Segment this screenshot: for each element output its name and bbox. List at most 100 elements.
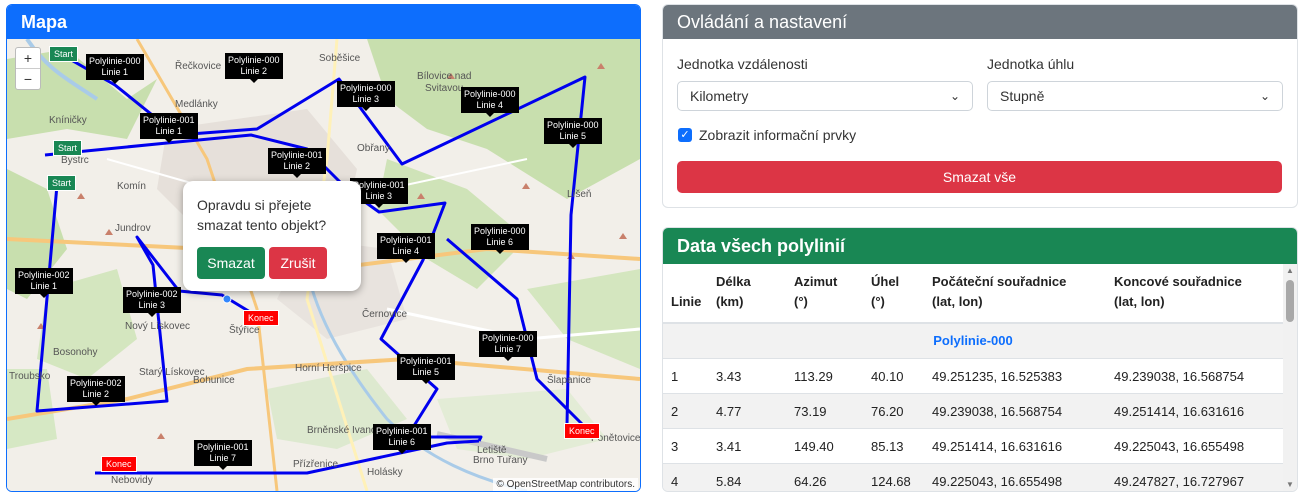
zoom-in-button[interactable]: + [16,48,40,69]
scroll-down-icon[interactable]: ▼ [1286,480,1294,489]
segment-label-name: Polylinie-000 [340,83,392,93]
segment-label[interactable]: Polylinie-001 Linie 5 [397,354,455,384]
segment-label[interactable]: Polylinie-002 Linie 1 [15,268,73,298]
col-angle: Úhel (°) [871,272,899,312]
cancel-delete-button[interactable]: Zrušit [269,247,327,279]
segment-label[interactable]: Polylinie-001 Linie 4 [377,233,435,263]
segment-label[interactable]: Polylinie-000 Linie 2 [225,53,283,83]
svg-text:Černovice: Černovice [362,307,407,320]
map-area[interactable]: Řečkovice Soběšice Bílovice nad Svitavou M… [7,39,640,491]
svg-text:Bohunice: Bohunice [193,375,235,386]
cell-angle: 40.10 [871,369,904,384]
svg-text:Ponětovice: Ponětovice [591,433,640,444]
col-line: Linie [671,294,702,309]
start-marker[interactable]: Start [53,140,83,156]
end-marker[interactable]: Konec [243,310,279,326]
table-row[interactable]: 1 3.43 113.29 40.10 49.251235, 16.525383… [663,359,1283,394]
col-azimuth-unit: (°) [794,294,808,309]
cell-end: 49.225043, 16.655498 [1114,439,1245,454]
svg-text:Soběšice: Soběšice [319,53,361,64]
table-row[interactable]: 3 3.41 149.40 85.13 49.251414, 16.631616… [663,429,1283,464]
group-row: Polylinie-000 [663,324,1283,359]
end-marker[interactable]: Konec [101,456,137,472]
map-attribution[interactable]: © OpenStreetMap contributors. [493,478,638,491]
col-angle-unit: (°) [871,294,885,309]
col-length: Délka (km) [716,272,751,312]
segment-label-line: Linie 1 [101,67,129,77]
map-title: Mapa [7,5,640,39]
cell-line: 3 [671,439,679,454]
svg-text:Šlapanice: Šlapanice [547,373,591,386]
segment-label-name: Polylinie-001 [353,180,405,190]
group-title[interactable]: Polylinie-000 [933,333,1013,348]
segment-label[interactable]: Polylinie-001 Linie 1 [140,113,198,143]
svg-text:Brno Tuřany: Brno Tuřany [473,455,527,466]
svg-text:Přízřenice: Přízřenice [293,459,338,470]
svg-text:Holásky: Holásky [367,467,403,478]
segment-label-line: Linie 2 [283,161,311,171]
col-start-name: Počáteční souřadnice [932,274,1067,289]
table-scrollbar[interactable]: ▲ ▼ [1283,264,1297,491]
cell-azimuth: 64.26 [794,474,827,489]
start-marker[interactable]: Start [49,46,79,62]
segment-label-line: Linie 1 [155,126,183,136]
cell-line: 2 [671,404,679,419]
distance-unit-select[interactable]: Kilometry ⌄ [677,81,973,111]
svg-text:Bílovice nad: Bílovice nad [417,71,471,82]
start-marker[interactable]: Start [47,175,77,191]
svg-text:Letiště: Letiště [477,445,507,456]
segment-label-name: Polylinie-000 [89,56,141,66]
zoom-control: + − [15,47,41,90]
segment-label[interactable]: Polylinie-000 Linie 4 [461,87,519,117]
confirm-delete-button[interactable]: Smazat [197,247,265,279]
col-end: Koncové souřadnice (lat, lon) [1114,272,1242,312]
cell-start: 49.225043, 16.655498 [932,474,1063,489]
svg-text:Líšeň: Líšeň [567,189,591,200]
cell-angle: 76.20 [871,404,904,419]
scroll-thumb[interactable] [1286,280,1294,322]
col-azimuth-name: Azimut [794,274,838,289]
svg-text:Nový Lískovec: Nový Lískovec [125,321,190,332]
clear-all-button[interactable]: Smazat vše [677,161,1282,193]
cell-end: 49.239038, 16.568754 [1114,369,1245,384]
segment-label[interactable]: Polylinie-000 Linie 1 [86,54,144,84]
zoom-out-button[interactable]: − [23,71,33,87]
segment-label-line: Linie 5 [412,367,440,377]
segment-label[interactable]: Polylinie-000 Linie 3 [337,81,395,111]
segment-label[interactable]: Polylinie-001 Linie 2 [268,148,326,178]
segment-label[interactable]: Polylinie-001 Linie 6 [373,424,431,454]
col-azimuth: Azimut (°) [794,272,837,312]
settings-card: Ovládání a nastavení Jednotka vzdálenost… [662,4,1298,208]
segment-label-line: Linie 7 [494,344,522,354]
popup-message: Opravdu si přejete smazat tento objekt? [197,197,327,233]
col-end-unit: (lat, lon) [1114,294,1165,309]
end-marker[interactable]: Konec [564,423,600,439]
segment-label-line: Linie 6 [486,237,514,247]
segment-label-name: Polylinie-001 [271,150,323,160]
show-info-checkbox[interactable]: ✓ [678,128,692,142]
cell-start: 49.239038, 16.568754 [932,404,1063,419]
segment-label-name: Polylinie-001 [376,426,428,436]
show-info-label[interactable]: Zobrazit informační prvky [699,127,857,143]
col-length-unit: (km) [716,294,744,309]
angle-unit-select[interactable]: Stupně ⌄ [987,81,1283,111]
chevron-down-icon: ⌄ [949,89,960,103]
segment-label-line: Linie 3 [365,191,393,201]
table-row[interactable]: 2 4.77 73.19 76.20 49.239038, 16.568754 … [663,394,1283,429]
segment-label[interactable]: Polylinie-000 Linie 6 [471,224,529,254]
segment-label-name: Polylinie-000 [474,226,526,236]
table-row[interactable]: 4 5.84 64.26 124.68 49.225043, 16.655498… [663,464,1283,491]
segment-label[interactable]: Polylinie-001 Linie 7 [194,440,252,470]
segment-label[interactable]: Polylinie-002 Linie 2 [67,376,125,406]
segment-label-name: Polylinie-002 [126,289,178,299]
scroll-up-icon[interactable]: ▲ [1286,266,1294,275]
segment-label[interactable]: Polylinie-000 Linie 7 [479,331,537,361]
segment-label-line: Linie 4 [392,246,420,256]
cell-azimuth: 149.40 [794,439,834,454]
settings-title: Ovládání a nastavení [663,5,1297,39]
segment-label[interactable]: Polylinie-002 Linie 3 [123,287,181,317]
segment-label-name: Polylinie-001 [197,442,249,452]
cell-start: 49.251414, 16.631616 [932,439,1063,454]
segment-label[interactable]: Polylinie-000 Linie 5 [544,118,602,148]
cell-length: 5.84 [716,474,742,489]
